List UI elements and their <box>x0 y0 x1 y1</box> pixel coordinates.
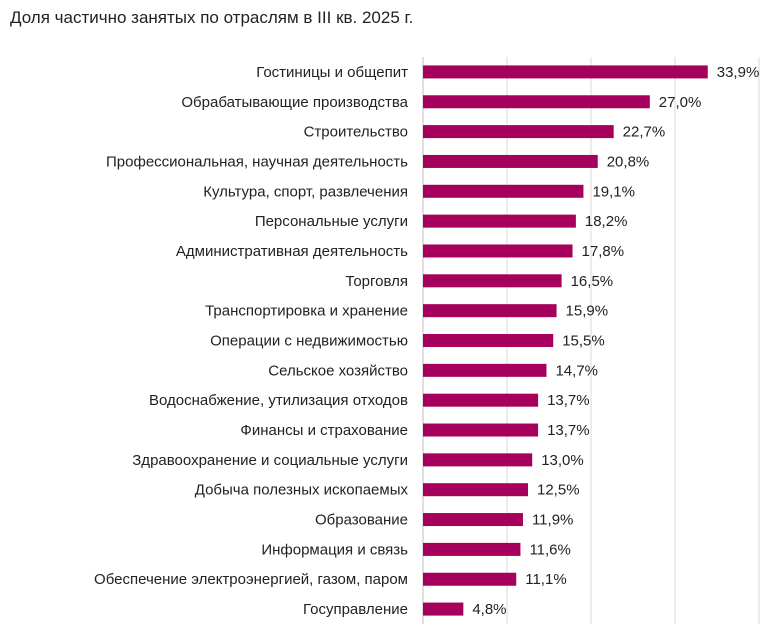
category-label: Информация и связь <box>261 541 408 558</box>
category-label: Профессиональная, научная деятельность <box>106 153 408 170</box>
data-label: 11,6% <box>529 541 570 558</box>
bar <box>423 602 464 616</box>
category-label: Финансы и страхование <box>240 422 408 439</box>
data-label: 33,9% <box>717 64 760 81</box>
bar <box>423 363 547 377</box>
data-label: 27,0% <box>659 94 702 111</box>
bar <box>423 334 554 347</box>
category-label: Культура, спорт, развлечения <box>203 183 408 200</box>
bar <box>423 572 517 586</box>
data-label: 15,5% <box>562 333 605 350</box>
data-label: 19,1% <box>592 183 635 200</box>
category-label: Сельское хозяйство <box>268 362 408 379</box>
bar <box>423 184 584 198</box>
bar <box>423 95 650 109</box>
data-label: 13,7% <box>547 422 590 439</box>
bar <box>423 154 598 168</box>
category-label: Операции с недвижимостью <box>210 333 408 350</box>
data-label: 17,8% <box>582 243 625 260</box>
data-label: 13,7% <box>547 392 590 409</box>
bar <box>423 423 539 437</box>
bar <box>423 453 533 467</box>
data-label: 16,5% <box>571 273 614 290</box>
category-label: Обрабатывающие производства <box>181 94 408 111</box>
data-label: 13,0% <box>541 452 584 469</box>
data-label: 4,8% <box>472 601 506 618</box>
category-label: Водоснабжение, утилизация отходов <box>149 392 408 409</box>
bar <box>423 274 562 288</box>
bar <box>423 65 708 79</box>
category-label: Госуправление <box>303 601 408 618</box>
data-label: 15,9% <box>566 303 609 320</box>
category-label: Здравоохранение и социальные услуги <box>132 452 408 469</box>
category-label: Административная деятельность <box>176 243 408 260</box>
bar <box>423 513 523 527</box>
category-label: Добыча полезных ископаемых <box>195 482 409 499</box>
data-label: 14,7% <box>555 362 598 379</box>
category-label: Обеспечение электроэнергией, газом, паро… <box>94 571 408 588</box>
data-label: 12,5% <box>537 482 580 499</box>
bar <box>423 304 557 318</box>
category-label: Образование <box>315 512 408 529</box>
category-label: Строительство <box>304 124 408 141</box>
bar <box>423 244 573 258</box>
data-label: 22,7% <box>623 124 666 141</box>
chart-title: Доля частично занятых по отраслям в III … <box>10 8 414 27</box>
category-label: Транспортировка и хранение <box>205 303 408 320</box>
bar <box>423 125 614 139</box>
bar <box>423 214 576 228</box>
category-label: Торговля <box>345 273 408 290</box>
category-label: Гостиницы и общепит <box>256 64 408 81</box>
data-label: 20,8% <box>607 153 650 170</box>
data-label: 11,1% <box>525 571 566 588</box>
data-label: 11,9% <box>532 512 573 529</box>
category-label: Персональные услуги <box>255 213 408 230</box>
data-label: 18,2% <box>585 213 628 230</box>
bar <box>423 393 539 407</box>
bar <box>423 542 521 556</box>
bar <box>423 483 528 497</box>
